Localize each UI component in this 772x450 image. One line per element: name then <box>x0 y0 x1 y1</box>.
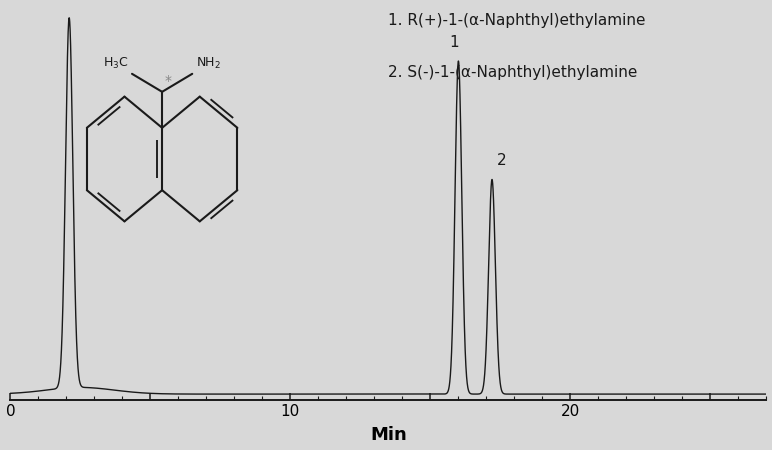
Text: H$_3$C: H$_3$C <box>103 55 129 71</box>
Text: 2: 2 <box>497 153 506 168</box>
Text: 2. S(-)-1-(α-Naphthyl)ethylamine: 2. S(-)-1-(α-Naphthyl)ethylamine <box>388 65 638 80</box>
Text: 1. R(+)-1-(α-Naphthyl)ethylamine: 1. R(+)-1-(α-Naphthyl)ethylamine <box>388 14 646 28</box>
Text: 1: 1 <box>449 35 459 50</box>
Text: *: * <box>164 74 171 88</box>
X-axis label: Min: Min <box>370 427 407 445</box>
Text: NH$_2$: NH$_2$ <box>195 55 221 71</box>
